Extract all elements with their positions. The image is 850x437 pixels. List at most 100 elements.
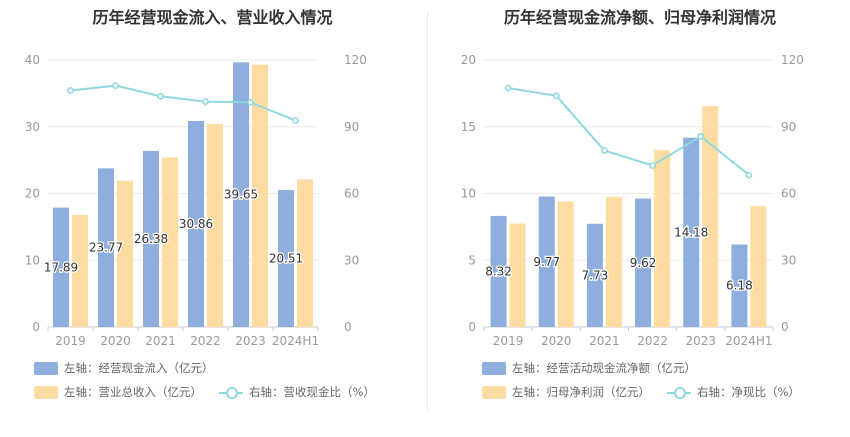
panel-divider xyxy=(427,10,428,410)
bar-series-2 xyxy=(750,206,767,327)
y-right-tick-label: 30 xyxy=(781,253,796,267)
bar-series-1 xyxy=(586,223,603,327)
bar-series-1 xyxy=(490,215,507,327)
legend-item-cash-ratio[interactable]: 右轴：营收现金比（%） xyxy=(219,384,375,400)
bar-series-2 xyxy=(207,124,223,327)
line-point xyxy=(504,84,512,92)
bar-series-1 xyxy=(731,244,748,327)
bar-series-2 xyxy=(72,214,88,327)
legend-swatch xyxy=(482,385,506,399)
y-left-tick-label: 10 xyxy=(25,253,40,267)
data-label: 23.77 xyxy=(89,241,123,255)
x-tick-label: 2023 xyxy=(685,334,716,348)
legend-item-cash-inflow[interactable]: 左轴：经营现金流入（亿元） xyxy=(34,360,214,376)
legend-swatch xyxy=(34,361,58,375)
data-label: 7.73 xyxy=(582,268,609,282)
bar-series-1 xyxy=(53,207,69,327)
bar-series-2 xyxy=(509,223,526,327)
data-label: 39.65 xyxy=(224,188,258,202)
line-point xyxy=(601,147,608,154)
legend-swatch xyxy=(482,361,506,375)
y-left-tick-label: 20 xyxy=(25,187,40,201)
y-right-tick-label: 60 xyxy=(344,187,359,201)
legend-label: 左轴：归母净利润（亿元） xyxy=(512,385,650,399)
line-point xyxy=(552,92,560,100)
chart-panel-2: 历年经营现金流净额、归母净利润情况 0 5 10 15 20 0 30 60 90 120 2019… xyxy=(430,0,850,437)
bar-series-2 xyxy=(702,106,719,328)
y-right-tick-label: 0 xyxy=(344,320,352,334)
x-tick-label: 2024H1 xyxy=(725,334,772,348)
bar-series-1 xyxy=(538,196,555,327)
bar-series-1 xyxy=(635,198,652,327)
y-right-tick-label: 30 xyxy=(344,253,359,267)
y-left-tick-label: 40 xyxy=(25,53,40,67)
y-left-tick-label: 0 xyxy=(468,320,476,334)
line-point xyxy=(157,92,164,100)
y-right-tick-label: 120 xyxy=(344,53,367,67)
bar-series-2 xyxy=(654,150,671,327)
x-tick-label: 2022 xyxy=(190,334,221,348)
data-label: 8.32 xyxy=(485,264,512,278)
legend-label: 左轴：经营活动现金流净额（亿元） xyxy=(512,361,696,375)
y-left-tick-label: 0 xyxy=(32,320,40,334)
line-point xyxy=(67,87,74,94)
y-right-tick-label: 120 xyxy=(781,53,804,67)
x-tick-label: 2020 xyxy=(100,334,131,348)
x-tick-label: 2023 xyxy=(235,334,266,348)
data-label: 14.18 xyxy=(674,225,708,239)
data-label: 6.18 xyxy=(726,279,753,293)
x-tick-label: 2020 xyxy=(541,334,572,348)
line-series xyxy=(70,84,296,122)
data-label: 20.51 xyxy=(269,252,303,266)
chart-title-1: 历年经营现金流入、营业收入情况 xyxy=(92,8,333,27)
bar-series-2 xyxy=(297,179,313,327)
data-label: 17.89 xyxy=(44,260,78,274)
y-right-tick-label: 60 xyxy=(781,187,796,201)
bar-series-2 xyxy=(117,180,133,327)
y-left-tick-label: 30 xyxy=(25,120,40,134)
data-label: 9.77 xyxy=(533,255,560,269)
legend-line-icon xyxy=(219,386,243,399)
chart-plot-2: 0 5 10 15 20 0 30 60 90 120 2019 2020 2021 2022 2023 20… xyxy=(461,53,804,348)
legend-swatch xyxy=(34,385,58,399)
legend-item-net-cash-ratio[interactable]: 右轴：净现比（%） xyxy=(667,384,800,400)
bar-series-1 xyxy=(683,137,700,327)
legend-item-net-cash-flow[interactable]: 左轴：经营活动现金流净额（亿元） xyxy=(482,360,696,376)
legend-item-net-profit[interactable]: 左轴：归母净利润（亿元） xyxy=(482,384,650,400)
chart-title-2: 历年经营现金流净额、归母净利润情况 xyxy=(503,8,776,27)
line-point xyxy=(112,82,119,89)
bar-series-2 xyxy=(162,157,178,327)
bar-series-1 xyxy=(278,190,294,327)
bar-series-1 xyxy=(143,150,159,327)
bar-series-1 xyxy=(98,168,114,327)
y-right-tick-label: 90 xyxy=(781,120,796,134)
line-point xyxy=(292,117,299,124)
x-tick-label: 2019 xyxy=(55,334,86,348)
x-tick-label: 2024H1 xyxy=(272,334,319,348)
line-point xyxy=(745,171,753,179)
line-point xyxy=(697,132,705,140)
legend-label: 右轴：净现比（%） xyxy=(697,385,800,399)
y-left-tick-label: 20 xyxy=(461,53,476,67)
y-left-tick-label: 15 xyxy=(461,120,476,134)
x-tick-label: 2022 xyxy=(637,334,668,348)
x-tick-label: 2021 xyxy=(589,334,620,348)
legend-item-revenue[interactable]: 左轴：营业总收入（亿元） xyxy=(34,384,202,400)
bar-series-2 xyxy=(605,196,622,327)
legend-line-icon xyxy=(667,386,691,399)
data-label: 9.62 xyxy=(630,256,657,270)
line-point xyxy=(202,98,209,106)
data-label: 30.86 xyxy=(179,217,213,231)
y-right-tick-label: 0 xyxy=(781,320,789,334)
chart-panel-1: 历年经营现金流入、营业收入情况 0 10 20 30 40 0 30 60 90 120 2019 2… xyxy=(25,8,375,400)
legend-label: 左轴：营业总收入（亿元） xyxy=(64,385,202,399)
line-series xyxy=(507,87,750,176)
y-left-tick-label: 5 xyxy=(468,253,476,267)
bar-series-1 xyxy=(233,62,249,328)
bar-series-2 xyxy=(252,64,268,328)
x-tick-label: 2019 xyxy=(493,334,524,348)
line-point xyxy=(247,98,254,106)
data-label: 26.38 xyxy=(134,232,168,246)
bar-series-1 xyxy=(188,121,204,328)
line-point xyxy=(649,162,656,169)
